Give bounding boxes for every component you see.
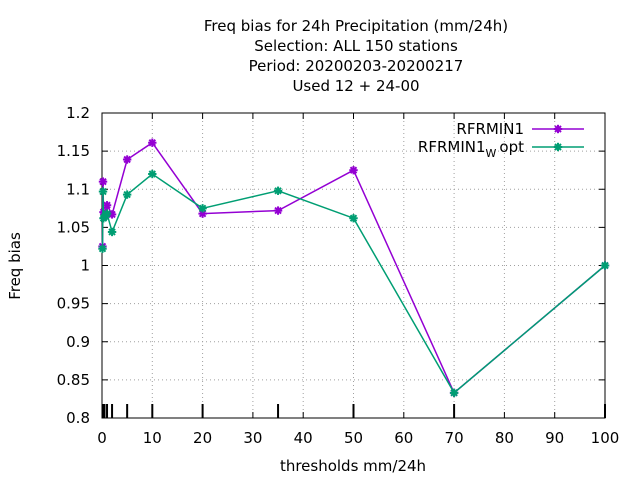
data-point-1 (122, 190, 132, 199)
series-line-1 (101, 173, 606, 394)
data-point-1 (449, 388, 459, 398)
legend-marker-0 (553, 124, 563, 134)
x-tick-label: 70 (445, 429, 464, 447)
title-line-4: Used 12 + 24-00 (292, 77, 419, 95)
data-point-0 (349, 165, 358, 175)
data-point-1 (273, 186, 283, 195)
y-tick-label: 0.9 (66, 333, 90, 351)
y-tick-label: 1.1 (66, 180, 90, 198)
y-tick-label: 1.2 (66, 104, 90, 122)
x-tick-label: 100 (591, 429, 620, 447)
x-tick-label: 20 (193, 429, 212, 447)
y-axis-label: Freq bias (6, 232, 24, 300)
data-point-0 (102, 201, 112, 210)
data-point-0 (98, 177, 108, 186)
x-tick-label: 50 (344, 429, 363, 447)
x-tick-label: 10 (143, 429, 162, 447)
data-point-0 (122, 155, 132, 164)
y-tick-label: 0.8 (66, 409, 90, 427)
legend-label-rfrmin1: RFRMIN1 (456, 120, 524, 138)
y-tick-label: 0.95 (57, 295, 90, 313)
title-line-3: Period: 20200203-20200217 (249, 57, 464, 75)
legend-label-subscript: W (486, 147, 497, 160)
y-tick-label: 1 (80, 257, 90, 275)
grid (102, 113, 605, 418)
data-series (98, 138, 610, 398)
title-line-2: Selection: ALL 150 stations (254, 37, 458, 55)
data-point-1 (349, 214, 358, 223)
threshold-marks (101, 404, 606, 418)
legend-marker-1 (553, 142, 563, 152)
data-point-1 (198, 204, 207, 213)
data-point-1 (98, 244, 107, 253)
y-tick-label: 1.05 (57, 218, 90, 236)
data-point-1 (107, 227, 117, 237)
x-tick-label: 30 (243, 429, 262, 447)
axis-ticks: 0.8 0.85 0.9 0.95 1 1.05 1.1 1.15 1.2 0 10 20 30 40 50… (57, 104, 620, 447)
chart-title: Freq bias for 24h Precipitation (mm/24h)… (204, 17, 508, 95)
x-tick-label: 40 (294, 429, 313, 447)
legend-label-main: RFRMIN1 (418, 138, 486, 156)
data-point-1 (600, 261, 610, 270)
data-point-1 (148, 169, 157, 179)
data-point-0 (273, 206, 283, 215)
legend-label-rfrmin1-w-opt: RFRMIN1W opt (418, 138, 524, 160)
x-tick-label: 80 (495, 429, 514, 447)
x-tick-label: 90 (545, 429, 564, 447)
x-axis-label: thresholds mm/24h (280, 457, 426, 475)
data-point-1 (102, 209, 112, 218)
y-tick-label: 0.85 (57, 371, 90, 389)
series-line-0 (101, 141, 606, 395)
data-point-1 (98, 187, 108, 196)
legend: RFRMIN1 RFRMIN1W opt (418, 120, 584, 160)
title-line-1: Freq bias for 24h Precipitation (mm/24h) (204, 17, 508, 35)
data-point-0 (148, 138, 157, 147)
legend-label-suffix: opt (499, 138, 524, 156)
x-tick-label: 60 (394, 429, 413, 447)
x-tick-label: 0 (97, 429, 107, 447)
y-tick-label: 1.15 (57, 142, 90, 160)
